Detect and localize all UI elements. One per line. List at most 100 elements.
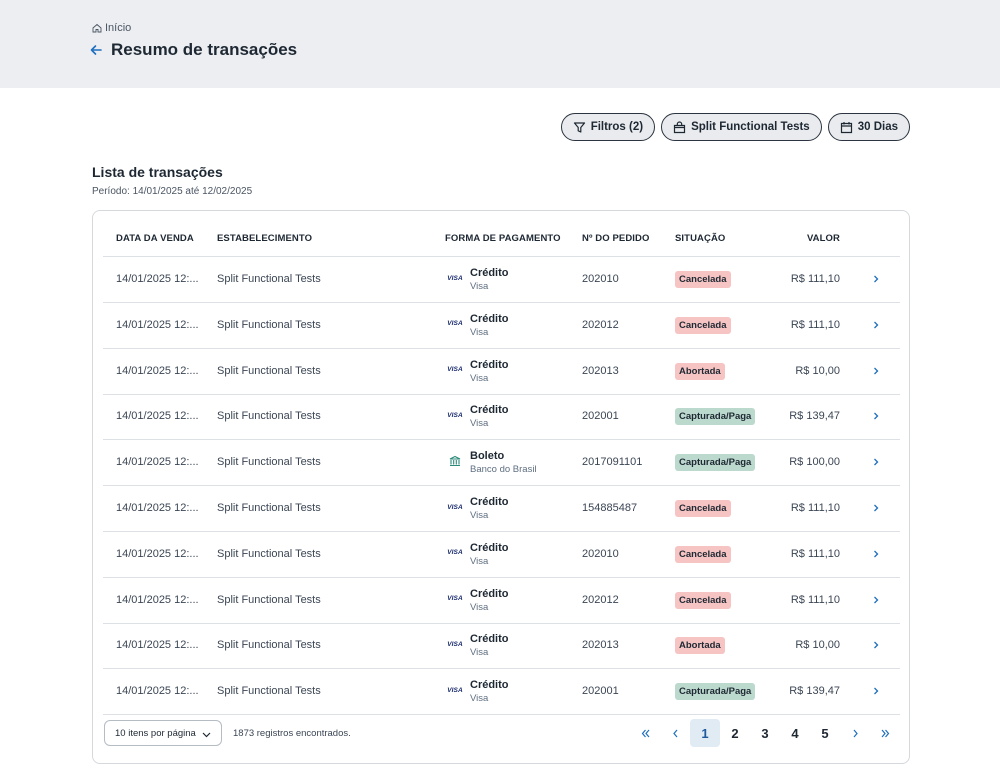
payment-brand: VISA bbox=[446, 317, 464, 331]
breadcrumb[interactable]: Início bbox=[92, 22, 131, 34]
items-per-page-select[interactable]: 10 itens por página bbox=[104, 720, 222, 746]
visa-icon: VISA bbox=[447, 320, 463, 328]
page-5-button[interactable]: 5 bbox=[821, 725, 829, 741]
status-badge: Cancelada bbox=[675, 545, 731, 563]
payment-brand: VISA bbox=[446, 408, 464, 422]
chevron-right-icon[interactable] bbox=[871, 548, 881, 560]
cell-payment-method: Crédito bbox=[470, 267, 509, 279]
cell-order-number: 202001 bbox=[582, 685, 619, 698]
cell-date: 14/01/2025 12:... bbox=[116, 639, 199, 652]
filters-button[interactable]: Filtros (2) bbox=[560, 113, 656, 141]
top-header: Início Resumo de transações bbox=[0, 0, 1000, 88]
back-arrow-icon[interactable] bbox=[89, 43, 103, 57]
table-row[interactable]: 14/01/2025 12:... Split Functional Tests… bbox=[103, 349, 900, 395]
page-4-button[interactable]: 4 bbox=[791, 725, 799, 741]
next-page-button[interactable] bbox=[840, 719, 870, 747]
status-badge: Cancelada bbox=[675, 591, 731, 609]
cell-date: 14/01/2025 12:... bbox=[116, 410, 199, 423]
visa-icon: VISA bbox=[447, 274, 463, 282]
transactions-table: DATA DA VENDA ESTABELECIMENTO FORMA DE P… bbox=[92, 210, 910, 764]
cell-establishment: Split Functional Tests bbox=[217, 364, 321, 377]
cell-order-number: 2017091101 bbox=[582, 456, 643, 469]
first-page-button[interactable] bbox=[630, 719, 660, 747]
chevron-down-icon bbox=[202, 732, 211, 738]
cell-value: R$ 111,10 bbox=[790, 273, 840, 285]
table-row[interactable]: 14/01/2025 12:... Split Functional Tests… bbox=[103, 578, 900, 624]
table-row[interactable]: 14/01/2025 12:... Split Functional Tests… bbox=[103, 532, 900, 578]
visa-icon: VISA bbox=[447, 595, 463, 603]
chevron-right-icon[interactable] bbox=[871, 502, 881, 514]
cell-date: 14/01/2025 12:... bbox=[116, 364, 199, 377]
header-payment: FORMA DE PAGAMENTO bbox=[445, 233, 561, 244]
table-row[interactable]: 14/01/2025 12:... Split Functional Tests… bbox=[103, 623, 900, 670]
visa-icon: VISA bbox=[447, 411, 463, 419]
status-badge: Capturada/Paga bbox=[675, 683, 756, 701]
chevron-right-icon[interactable] bbox=[871, 639, 881, 651]
page-2-button[interactable]: 2 bbox=[731, 725, 739, 741]
chevron-right-icon[interactable] bbox=[871, 365, 881, 377]
cell-payment-method: Crédito bbox=[470, 312, 509, 325]
cell-date: 14/01/2025 12:... bbox=[116, 502, 199, 514]
store-icon bbox=[673, 120, 686, 133]
table-row[interactable]: 14/01/2025 12:... Split Functional Tests… bbox=[103, 257, 900, 303]
cell-establishment: Split Functional Tests bbox=[217, 639, 321, 652]
table-row[interactable]: 14/01/2025 12:... Split Functional Tests… bbox=[103, 440, 900, 487]
last-page-button[interactable] bbox=[870, 719, 900, 747]
cell-payment-method: Crédito bbox=[470, 679, 509, 692]
cell-establishment: Split Functional Tests bbox=[217, 456, 321, 469]
chevron-right-icon[interactable] bbox=[871, 410, 881, 422]
visa-icon: VISA bbox=[447, 549, 463, 557]
page-3-button[interactable]: 3 bbox=[761, 725, 769, 741]
cell-order-number: 202010 bbox=[582, 547, 619, 560]
cell-value: R$ 100,00 bbox=[789, 456, 840, 469]
cell-payment-brand: Banco do Brasil bbox=[470, 464, 537, 476]
chevron-right-icon bbox=[853, 729, 858, 737]
status-badge: Abortada bbox=[675, 362, 725, 380]
cell-order-number: 202001 bbox=[582, 410, 619, 423]
cell-order-number: 202012 bbox=[582, 593, 619, 606]
period-selector-button[interactable]: 30 Dias bbox=[827, 113, 910, 141]
chevron-right-icon[interactable] bbox=[871, 456, 881, 468]
cell-date: 14/01/2025 12:... bbox=[116, 318, 199, 331]
cell-payment-method: Crédito bbox=[470, 587, 509, 600]
cell-value: R$ 139,47 bbox=[789, 685, 840, 698]
chevron-right-icon[interactable] bbox=[871, 319, 881, 331]
chevron-right-icon[interactable] bbox=[871, 685, 881, 697]
cell-value: R$ 10,00 bbox=[795, 639, 840, 652]
chevron-right-icon[interactable] bbox=[871, 273, 881, 285]
table-row[interactable]: 14/01/2025 12:... Split Functional Tests… bbox=[103, 303, 900, 349]
cell-payment-brand: Visa bbox=[470, 372, 489, 384]
prev-page-button[interactable] bbox=[660, 719, 690, 747]
table-footer: 10 itens por página 1873 registros encon… bbox=[103, 719, 900, 755]
cell-payment-method: Crédito bbox=[470, 541, 509, 554]
list-period: Período: 14/01/2025 até 12/02/2025 bbox=[92, 186, 253, 197]
status-badge: Cancelada bbox=[675, 271, 731, 288]
home-icon bbox=[92, 23, 102, 33]
list-title: Lista de transações bbox=[92, 164, 223, 180]
table-row[interactable]: 14/01/2025 12:... Split Functional Tests… bbox=[103, 486, 900, 532]
cell-payment-brand: Visa bbox=[470, 601, 489, 613]
cell-order-number: 202012 bbox=[582, 318, 619, 331]
payment-brand: VISA bbox=[446, 592, 464, 606]
cell-payment-method: Crédito bbox=[470, 496, 509, 508]
store-selector-button[interactable]: Split Functional Tests bbox=[661, 113, 822, 141]
visa-icon: VISA bbox=[447, 366, 463, 374]
cell-date: 14/01/2025 12:... bbox=[116, 273, 199, 285]
table-row[interactable]: 14/01/2025 12:... Split Functional Tests… bbox=[103, 669, 900, 716]
cell-payment-method: Crédito bbox=[470, 633, 509, 646]
header-establishment: ESTABELECIMENTO bbox=[217, 233, 313, 244]
cell-establishment: Split Functional Tests bbox=[217, 273, 321, 285]
payment-brand: VISA bbox=[446, 500, 464, 514]
page-1-button[interactable]: 1 bbox=[690, 719, 720, 747]
filters-button-label: Filtros (2) bbox=[590, 121, 644, 133]
cell-establishment: Split Functional Tests bbox=[217, 547, 321, 560]
breadcrumb-home-label[interactable]: Início bbox=[105, 22, 132, 34]
payment-brand: VISA bbox=[446, 546, 464, 560]
cell-order-number: 202013 bbox=[582, 364, 619, 377]
chevron-right-icon[interactable] bbox=[871, 594, 881, 606]
visa-icon: VISA bbox=[447, 503, 463, 511]
cell-establishment: Split Functional Tests bbox=[217, 685, 321, 698]
cell-value: R$ 10,00 bbox=[795, 364, 840, 377]
table-row[interactable]: 14/01/2025 12:... Split Functional Tests… bbox=[103, 394, 900, 441]
